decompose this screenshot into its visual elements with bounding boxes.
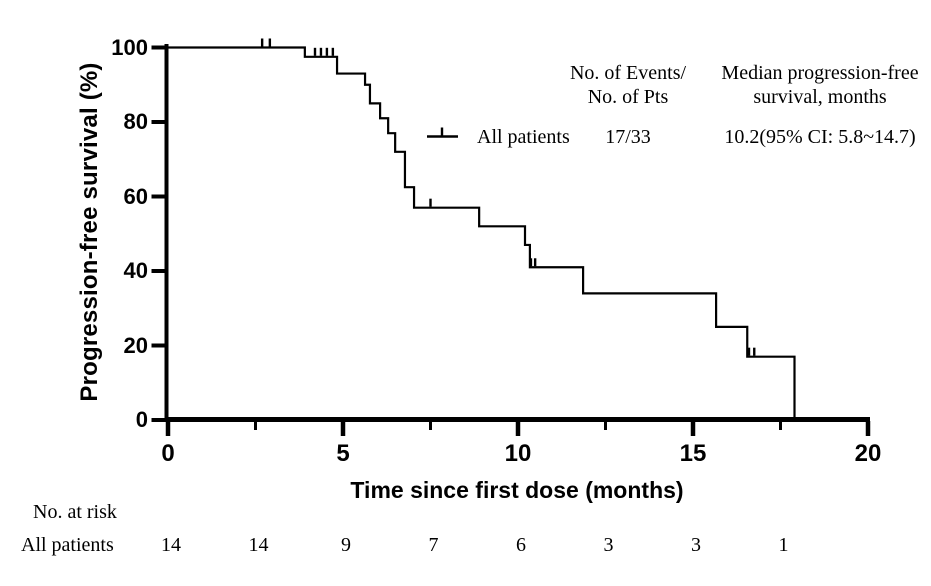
- x-tick-label: 15: [679, 440, 707, 467]
- risk-value: 6: [516, 534, 526, 556]
- x-tick-label: 0: [161, 440, 175, 467]
- legend-header-median-line2: survival, months: [753, 86, 887, 108]
- risk-table-title: No. at risk: [33, 501, 117, 523]
- risk-value: 14: [248, 534, 269, 556]
- legend-header-events-line2: No. of Pts: [587, 86, 669, 108]
- risk-value: 3: [603, 534, 614, 556]
- risk-value: 1: [778, 534, 789, 556]
- y-tick-label: 0: [135, 407, 148, 432]
- legend-median-value: 10.2(95% CI: 5.8~14.7): [724, 126, 916, 148]
- legend-header-median-line1: Median progression-free: [721, 62, 919, 84]
- risk-value: 14: [161, 534, 181, 556]
- legend-header-events: No. of Events/ No. of Pts: [528, 61, 728, 109]
- legend-events-value: 17/33: [605, 126, 651, 148]
- risk-value: 7: [428, 534, 439, 556]
- risk-value: 9: [341, 534, 351, 556]
- risk-value: 3: [691, 534, 701, 556]
- legend-series-label: All patients: [477, 126, 570, 148]
- risk-table-row-label: All patients: [21, 534, 114, 556]
- x-axis-title: Time since first dose (months): [350, 477, 684, 503]
- x-tick-label: 20: [854, 440, 882, 467]
- y-tick-label: 60: [123, 183, 148, 209]
- y-tick-label: 80: [123, 109, 148, 134]
- legend-header-median: Median progression-free survival, months: [690, 61, 931, 109]
- x-tick-label: 10: [504, 440, 532, 467]
- survival-curve: [168, 46, 796, 420]
- y-tick-label: 40: [123, 258, 148, 283]
- x-tick-label: 5: [336, 440, 350, 467]
- y-tick-label: 20: [123, 332, 148, 358]
- y-tick-label: 100: [111, 34, 148, 60]
- legend-header-events-line1: No. of Events/: [569, 62, 687, 84]
